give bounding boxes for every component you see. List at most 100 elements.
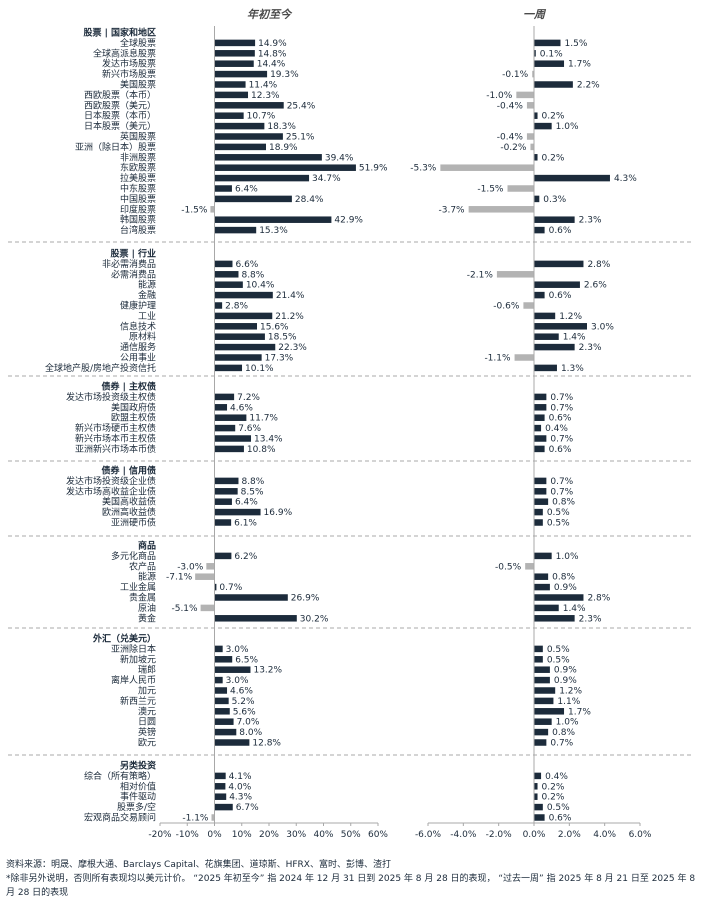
ytd-value-label: 13.4% <box>254 435 283 445</box>
week-value-label: 1.1% <box>557 697 580 707</box>
ytd-value-label: 28.4% <box>295 195 324 205</box>
ytd-bar <box>195 573 215 580</box>
ytd-bar <box>214 91 249 99</box>
ytd-bar <box>214 302 223 309</box>
ytd-bar <box>214 226 257 234</box>
week-bar <box>525 563 534 570</box>
week-value-label: 0.3% <box>543 195 566 205</box>
category-label: 新加坡元 <box>120 653 156 665</box>
week-value-label: 2.8% <box>587 260 610 270</box>
category-label: 日圆 <box>138 717 156 728</box>
category-label: 亚洲除日本 <box>111 643 156 655</box>
category-label: 亚洲（除日本）股票 <box>75 141 156 153</box>
ytd-value-label: 6.4% <box>235 185 258 195</box>
week-value-label: 0.5% <box>547 508 570 518</box>
ytd-value-label: 11.4% <box>249 81 278 91</box>
ytd-bar <box>214 687 228 694</box>
ytd-tick-label: -20% <box>148 830 172 840</box>
week-bar <box>534 739 547 746</box>
ytd-value-label: 14.9% <box>258 39 287 49</box>
ytd-value-label: 5.2% <box>232 697 255 707</box>
ytd-value-label: -1.5% <box>181 205 208 215</box>
category-label: 亚洲新兴市场本币债 <box>75 443 156 455</box>
week-value-label: 0.7% <box>550 477 573 487</box>
category-label: 美国股票 <box>120 79 156 91</box>
ytd-value-label: 22.3% <box>278 343 307 353</box>
week-bar <box>534 216 575 223</box>
ytd-value-label: 4.0% <box>228 782 251 792</box>
week-bar <box>534 260 584 268</box>
ytd-value-label: 14.8% <box>258 49 287 59</box>
category-label: 多元化商品 <box>111 550 156 562</box>
ytd-value-label: 10.8% <box>247 445 276 455</box>
week-value-label: 1.7% <box>568 60 591 70</box>
week-value-label: 4.3% <box>614 174 637 184</box>
week-value-label: 0.5% <box>547 655 570 665</box>
ytd-bar <box>200 604 215 612</box>
week-value-label: -0.5% <box>495 562 522 572</box>
week-value-label: 0.4% <box>545 424 568 434</box>
ytd-bar <box>214 728 237 736</box>
week-bar <box>534 112 538 119</box>
category-label: 新兴市场本币主权债 <box>75 433 156 445</box>
week-tick-label: 4.0% <box>593 830 616 840</box>
week-bar <box>534 552 552 560</box>
week-value-label: 0.7% <box>550 393 573 403</box>
week-value-label: 0.2% <box>542 153 565 163</box>
ytd-bar <box>214 793 227 800</box>
category-label: 拉美股票 <box>120 172 156 184</box>
category-label: 能源 <box>138 279 156 291</box>
category-label: 日本股票（美元） <box>84 120 156 132</box>
category-label: 工业 <box>138 311 156 322</box>
category-label: 股票多/空 <box>117 801 156 813</box>
ytd-bar <box>214 133 283 140</box>
category-label: 欧元 <box>138 737 156 749</box>
ytd-bar <box>214 185 232 192</box>
ytd-value-label: 12.8% <box>252 739 281 749</box>
footnotes: 资料来源：明晟、摩根大通、Barclays Capital、花旗集团、道琼斯、H… <box>6 858 698 900</box>
week-value-label: 0.2% <box>542 793 565 803</box>
week-tick-label: -2.0% <box>486 830 513 840</box>
week-value-label: -3.7% <box>439 205 466 215</box>
week-value-label: 0.8% <box>552 728 575 738</box>
week-bar <box>534 519 543 526</box>
week-value-label: 0.1% <box>540 49 563 59</box>
ytd-bar <box>214 435 252 442</box>
ytd-bar <box>214 783 226 790</box>
category-label: 西欧股票（美元） <box>84 99 156 111</box>
category-label: 农产品 <box>129 560 156 572</box>
category-label: 黄金 <box>138 612 156 624</box>
week-value-label: 0.6% <box>549 414 572 424</box>
week-bar <box>534 814 545 821</box>
ytd-bar <box>214 656 233 663</box>
ytd-value-label: 6.6% <box>235 260 258 270</box>
week-bar <box>440 164 534 171</box>
week-bar <box>523 302 534 309</box>
ytd-bar <box>214 393 235 401</box>
week-bar <box>534 488 547 495</box>
ytd-bar <box>214 708 230 715</box>
ytd-value-label: 30.2% <box>300 614 329 624</box>
week-bar <box>534 718 552 725</box>
category-label: 事件驱动 <box>120 791 156 803</box>
week-bar <box>534 803 543 811</box>
ytd-value-label: -5.1% <box>171 604 198 614</box>
section-title: 股票 | 行业 <box>110 248 156 260</box>
week-bar <box>534 615 575 622</box>
category-label: 信息技术 <box>120 320 156 332</box>
week-tick-label: -6.0% <box>415 830 442 840</box>
week-tick-label: 0.0% <box>523 830 546 840</box>
ytd-value-label: 25.1% <box>286 133 315 143</box>
ytd-bar <box>214 552 232 560</box>
category-label: 西欧股票（本币） <box>84 89 156 101</box>
ytd-value-label: 7.6% <box>238 424 261 434</box>
ytd-value-label: 14.4% <box>257 60 286 70</box>
category-label: 印度股票 <box>120 203 156 215</box>
week-bar <box>534 697 554 705</box>
category-label: 英国股票 <box>120 131 156 143</box>
week-value-label: -5.3% <box>410 164 437 174</box>
section-title: 商品 <box>138 540 156 552</box>
ytd-value-label: 34.7% <box>312 174 341 184</box>
ytd-tick-label: 20% <box>259 830 279 840</box>
